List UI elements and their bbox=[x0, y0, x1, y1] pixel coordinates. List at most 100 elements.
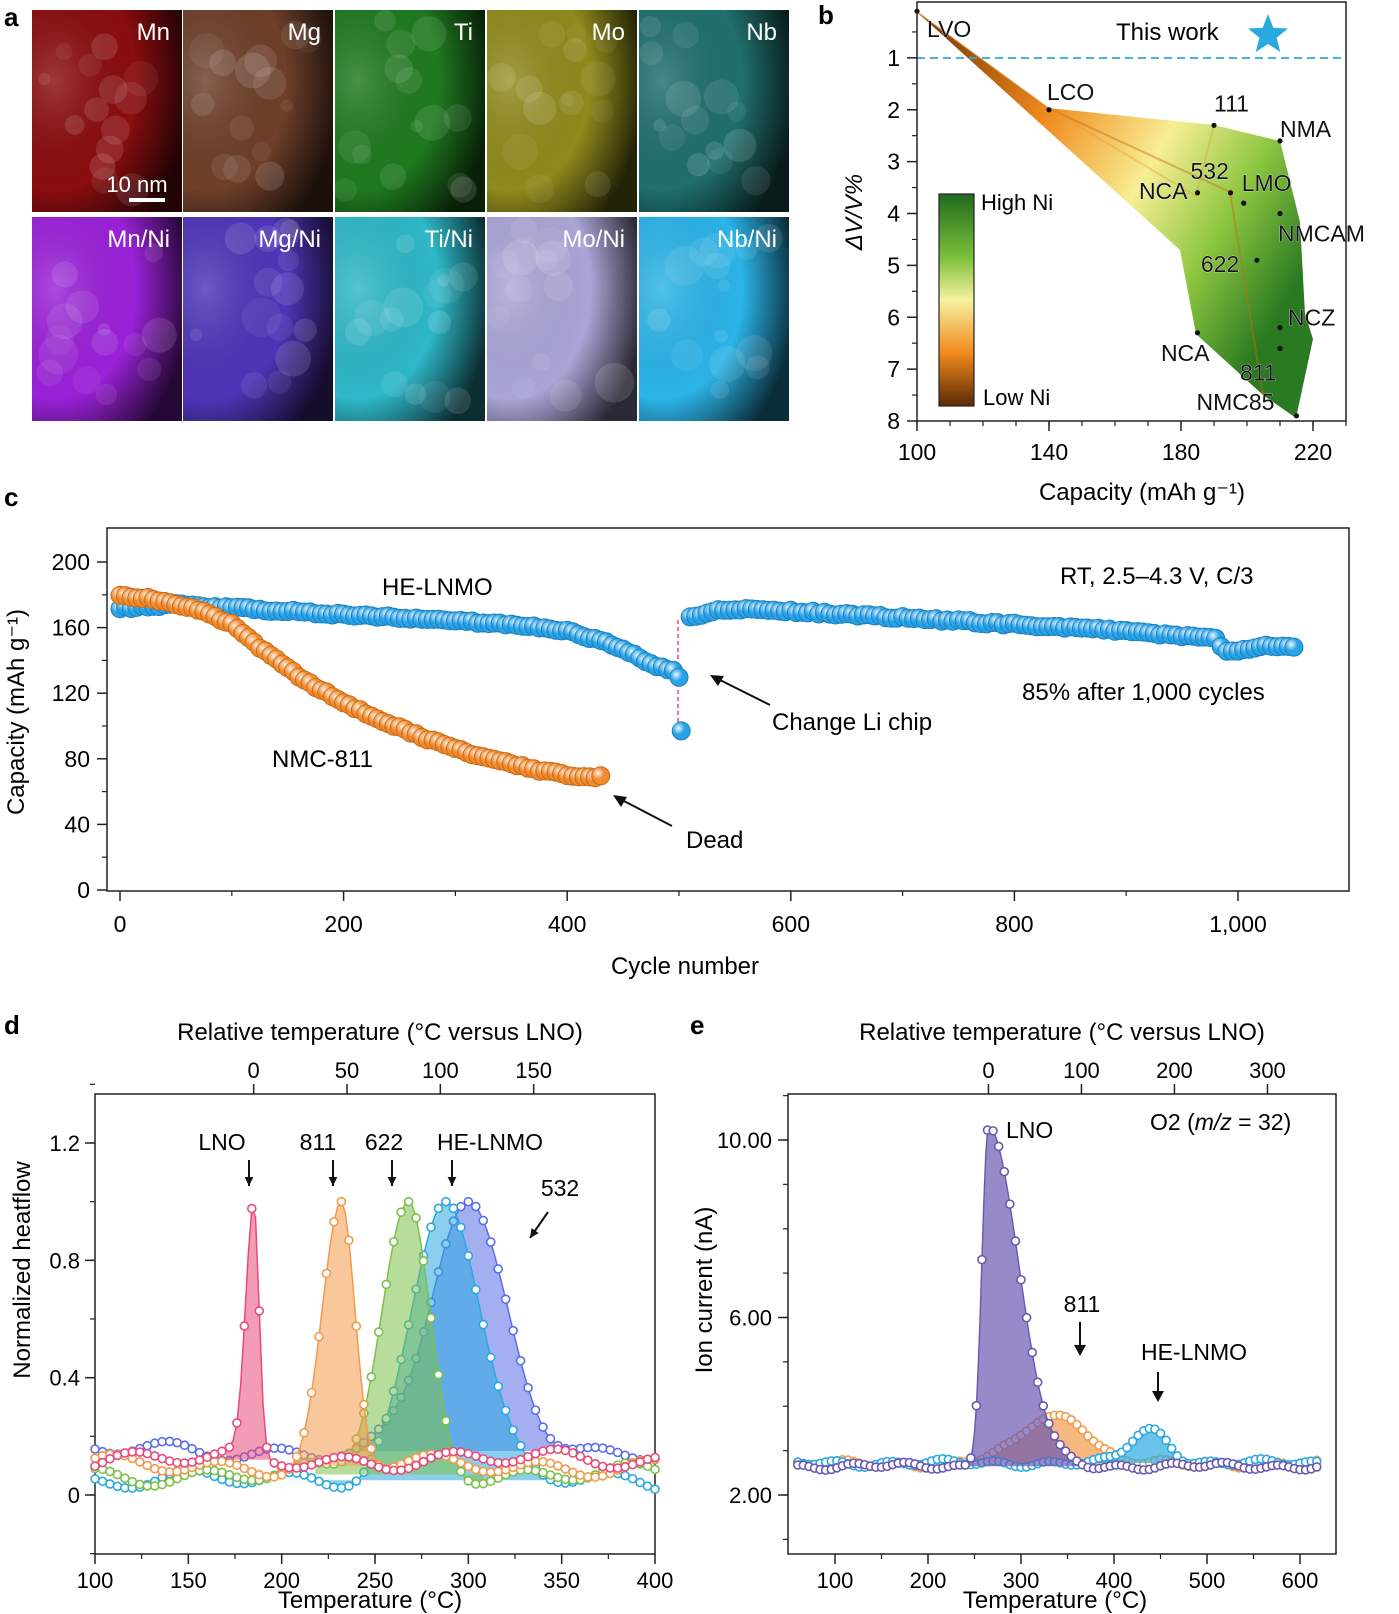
e-marker bbox=[960, 1460, 971, 1470]
e-label-arrowhead bbox=[1074, 1345, 1086, 1356]
map-tile-texture bbox=[653, 119, 666, 132]
d-marker bbox=[120, 1473, 130, 1484]
map-tile-texture bbox=[253, 267, 283, 297]
d-marker bbox=[276, 1470, 287, 1480]
d-top-xlabel: Relative temperature (°C versus LNO) bbox=[177, 1019, 583, 1046]
d-marker bbox=[508, 1425, 518, 1435]
d-marker bbox=[344, 1235, 354, 1246]
d-marker bbox=[314, 1331, 324, 1342]
d-peak-area bbox=[324, 1201, 568, 1488]
e-xtick-label: 300 bbox=[1003, 1568, 1040, 1593]
d-marker bbox=[358, 1399, 369, 1410]
map-tile-texture bbox=[448, 262, 478, 292]
d-marker bbox=[187, 1443, 197, 1454]
d-marker bbox=[381, 1279, 392, 1290]
e-marker bbox=[1166, 1443, 1177, 1454]
d-marker bbox=[105, 1453, 115, 1464]
d-marker bbox=[485, 1237, 496, 1247]
e-xtick-label: 500 bbox=[1189, 1568, 1226, 1593]
d-marker bbox=[538, 1446, 548, 1456]
panel-label-c: c bbox=[4, 482, 18, 512]
map-tile-texture bbox=[543, 271, 573, 301]
map-tile-texture bbox=[703, 252, 731, 280]
panel-c-chart: 0 200 400 600 800 1,000 0 40 80 120 160 200 HE-LNMO… bbox=[3, 527, 1350, 980]
map-tile-texture bbox=[189, 328, 203, 342]
map-tile-texture bbox=[595, 31, 617, 54]
d-top-tick-label: 50 bbox=[335, 1058, 359, 1083]
d-marker bbox=[164, 1456, 175, 1466]
d-ytick-label: 0.8 bbox=[49, 1248, 80, 1273]
d-marker bbox=[500, 1405, 511, 1416]
b-point-nca bbox=[1194, 330, 1201, 336]
d-marker bbox=[627, 1473, 638, 1484]
d-marker bbox=[254, 1306, 265, 1316]
b-point-label-nca: NCA bbox=[1161, 340, 1210, 366]
map-tile-shading bbox=[183, 10, 333, 212]
e-label-lno: LNO bbox=[1006, 1117, 1053, 1143]
map-tile-texture bbox=[521, 236, 535, 249]
b-colorbar-low-label: Low Ni bbox=[983, 385, 1050, 410]
d-marker bbox=[344, 1452, 354, 1462]
map-tile-shading bbox=[335, 10, 485, 212]
map-tile-texture bbox=[561, 93, 574, 107]
map-tile-texture bbox=[91, 328, 119, 356]
e-xlabel: Temperature (°C) bbox=[963, 1587, 1147, 1614]
c-xtick-label: 800 bbox=[995, 911, 1033, 937]
d-marker bbox=[403, 1196, 414, 1207]
d-label-arrowhead bbox=[244, 1176, 254, 1186]
d-marker bbox=[239, 1463, 250, 1474]
panel-a-element-maps: Mn Mg Ti Mo Nb Mn/Ni Mg/Ni Ti/Ni Mo/Ni Nb/Ni 10 nm bbox=[32, 10, 789, 421]
d-marker bbox=[172, 1466, 182, 1477]
d-marker bbox=[470, 1201, 481, 1212]
d-marker bbox=[306, 1387, 317, 1398]
map-tile-texture bbox=[427, 310, 452, 334]
map-tile-texture bbox=[532, 227, 568, 264]
c-series-label-nmc811: NMC-811 bbox=[272, 746, 373, 773]
e-top-tick-label: 300 bbox=[1249, 1058, 1286, 1083]
e-legend: O2 (m/z = 32) bbox=[1150, 1109, 1291, 1135]
b-xlabel: Capacity (mAh g⁻¹) bbox=[1039, 479, 1245, 506]
d-marker bbox=[291, 1451, 302, 1462]
d-marker bbox=[149, 1481, 160, 1491]
b-point-nmcam bbox=[1277, 210, 1283, 217]
e-marker bbox=[1122, 1442, 1132, 1453]
d-marker bbox=[336, 1196, 347, 1207]
d-marker bbox=[478, 1215, 489, 1226]
d-series-lno bbox=[90, 1203, 660, 1476]
c-ylabel: Capacity (mAh g⁻¹) bbox=[3, 609, 30, 815]
c-marker-highlight bbox=[1284, 638, 1303, 657]
b-ytick-label: 5 bbox=[887, 252, 900, 278]
d-marker bbox=[545, 1433, 556, 1444]
map-tile-texture bbox=[535, 249, 558, 271]
d-marker bbox=[650, 1452, 660, 1463]
e-top-tick-label: 100 bbox=[1063, 1058, 1100, 1083]
d-marker bbox=[396, 1207, 406, 1218]
b-ytick-label: 6 bbox=[887, 304, 900, 330]
e-legend-suffix: = 32) bbox=[1232, 1109, 1291, 1135]
map-tile-texture bbox=[664, 246, 705, 286]
map-tile-texture bbox=[46, 303, 83, 340]
e-legend-prefix: O2 ( bbox=[1150, 1109, 1195, 1135]
d-top-tick-label: 150 bbox=[515, 1058, 552, 1083]
map-tile-texture bbox=[672, 21, 700, 49]
map-tile-label-mo: Mo bbox=[592, 19, 625, 46]
d-peak-area bbox=[225, 1208, 273, 1460]
map-tile-label-mg: Mg bbox=[288, 19, 321, 46]
d-marker bbox=[179, 1440, 190, 1451]
e-xtick-label: 100 bbox=[817, 1568, 854, 1593]
d-marker bbox=[276, 1443, 287, 1454]
b-point-label-lco: LCO bbox=[1047, 79, 1094, 105]
d-marker bbox=[538, 1422, 548, 1432]
map-tile-texture bbox=[706, 147, 734, 175]
e-legend-mz: m/z bbox=[1195, 1109, 1233, 1135]
panel-label-a: a bbox=[4, 2, 19, 32]
c-ytick-label: 0 bbox=[77, 877, 90, 903]
e-marker bbox=[965, 1453, 976, 1463]
map-tile-texture bbox=[735, 238, 758, 261]
d-xlabel: Temperature (°C) bbox=[278, 1587, 462, 1614]
b-point-label-nma: NMA bbox=[1280, 116, 1332, 142]
map-tile-texture bbox=[717, 279, 731, 292]
b-xtick-label: 100 bbox=[898, 439, 936, 465]
d-marker bbox=[418, 1256, 429, 1266]
